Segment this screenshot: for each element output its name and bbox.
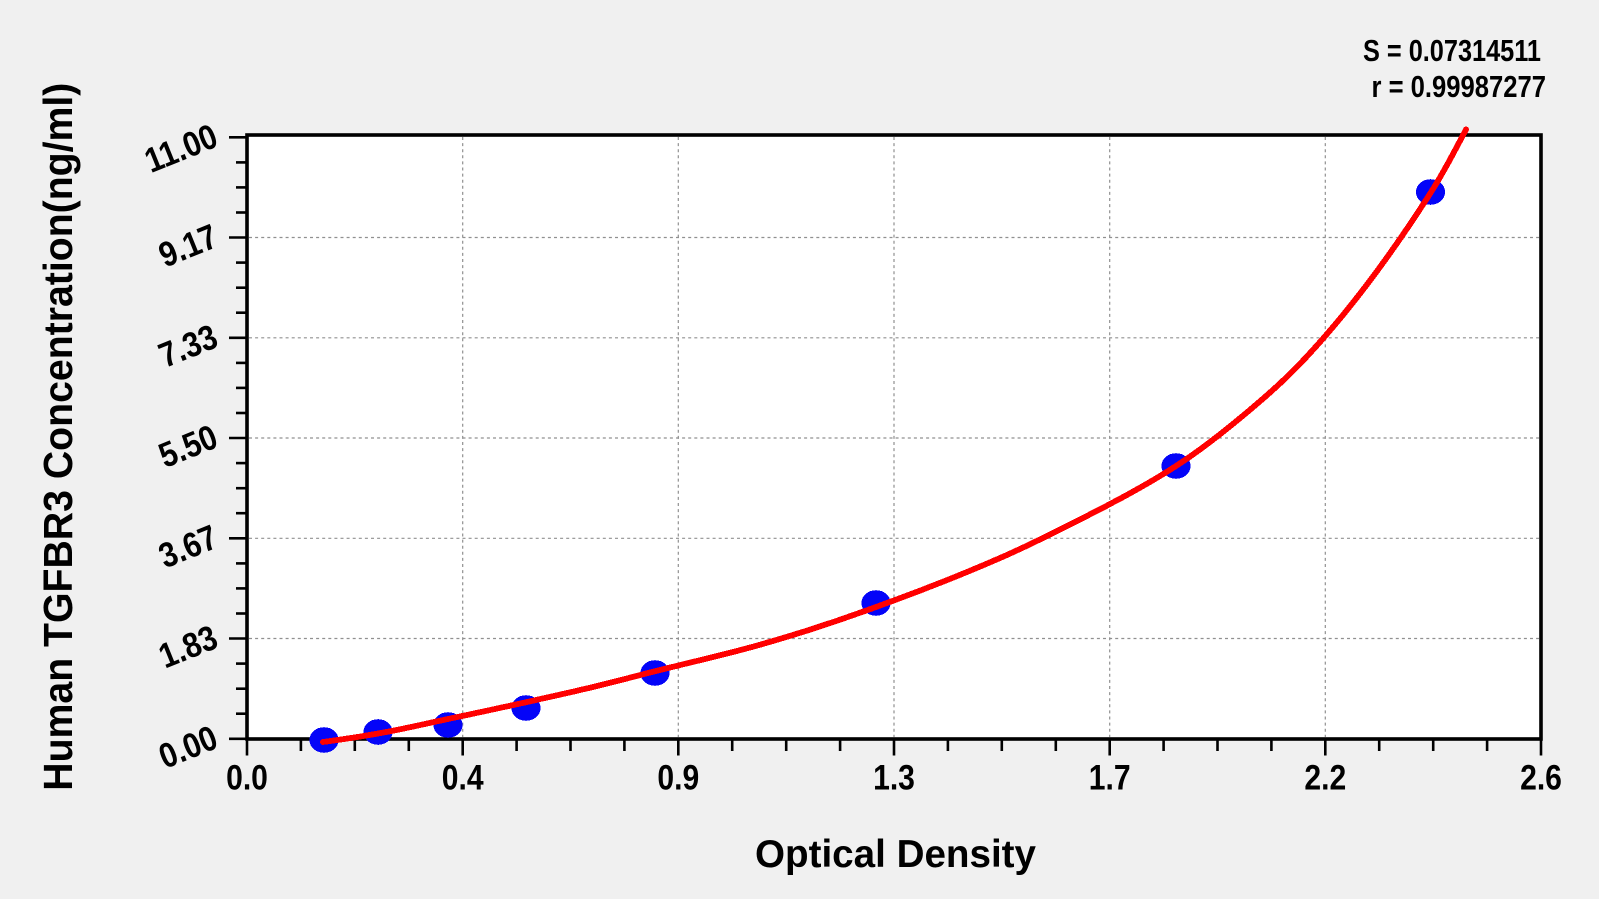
svg-text:0.0: 0.0 [226,757,268,797]
svg-text:S = 0.07314511: S = 0.07314511 [1363,34,1541,68]
svg-text:1.7: 1.7 [1089,757,1131,797]
svg-text:Optical Density: Optical Density [755,833,1036,876]
svg-text:0.9: 0.9 [657,757,699,797]
svg-text:0.4: 0.4 [442,757,484,797]
svg-text:2.6: 2.6 [1520,757,1562,797]
svg-text:2.2: 2.2 [1304,757,1346,797]
svg-text:1.3: 1.3 [873,757,915,797]
svg-text:r = 0.99987277: r = 0.99987277 [1372,70,1546,104]
svg-text:Human TGFBR3 Concentration(ng/: Human TGFBR3 Concentration(ng/ml) [35,83,81,791]
